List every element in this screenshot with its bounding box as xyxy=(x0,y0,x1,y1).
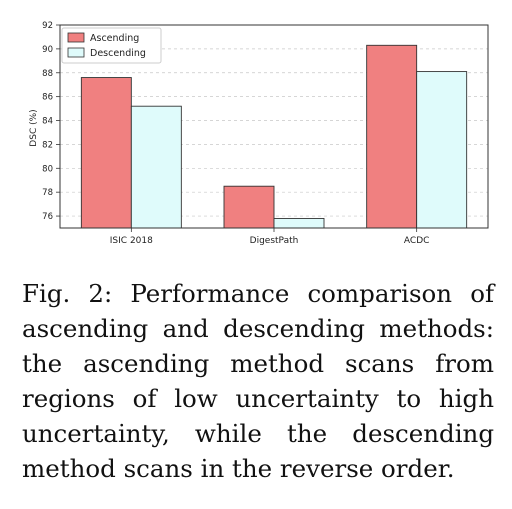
legend-swatch-descending xyxy=(67,47,85,58)
bar-descending-acdc xyxy=(416,71,468,229)
y-tick-label: 84 xyxy=(42,117,53,127)
bar-chart: 76 78 80 82 84 86 88 90 92 ISIC 2018 DigestPath AC… xyxy=(29,21,489,246)
y-tick-label: 88 xyxy=(42,69,53,79)
y-tick-label: 76 xyxy=(42,212,53,222)
legend-label-ascending: Ascending xyxy=(90,33,139,44)
legend-box xyxy=(61,27,162,64)
figure-caption: Fig. 2: Performance comparison of ascend… xyxy=(22,276,494,486)
caption-label: Fig. 2: xyxy=(22,279,113,308)
x-tick-label: ACDC xyxy=(404,236,430,246)
bar-descending-isic-2018 xyxy=(130,105,182,229)
caption-text: Performance comparison of ascending and … xyxy=(22,279,495,483)
y-tick-label: 86 xyxy=(42,93,53,103)
legend-label-descending: Descending xyxy=(90,48,146,59)
y-tick-label: 92 xyxy=(42,21,53,31)
bar-ascending-digestpath xyxy=(223,185,275,229)
bar-ascending-acdc xyxy=(366,44,418,229)
x-axis-ticks: ISIC 2018 DigestPath ACDC xyxy=(110,228,430,246)
y-tick-label: 78 xyxy=(42,188,53,198)
bar-descending-digestpath xyxy=(273,217,325,229)
x-tick-label: DigestPath xyxy=(250,236,299,246)
legend-swatch-ascending xyxy=(67,32,85,43)
bars xyxy=(80,44,468,229)
y-tick-label: 82 xyxy=(42,140,53,150)
bar-ascending-isic-2018 xyxy=(80,77,132,229)
y-tick-label: 90 xyxy=(42,45,53,55)
y-tick-label: 80 xyxy=(42,164,53,174)
y-axis-label: DSC (%) xyxy=(29,109,39,146)
x-tick-label: ISIC 2018 xyxy=(110,236,153,246)
y-axis-ticks: 76 78 80 82 84 86 88 90 92 xyxy=(42,21,60,222)
legend: Ascending Descending xyxy=(61,27,162,64)
